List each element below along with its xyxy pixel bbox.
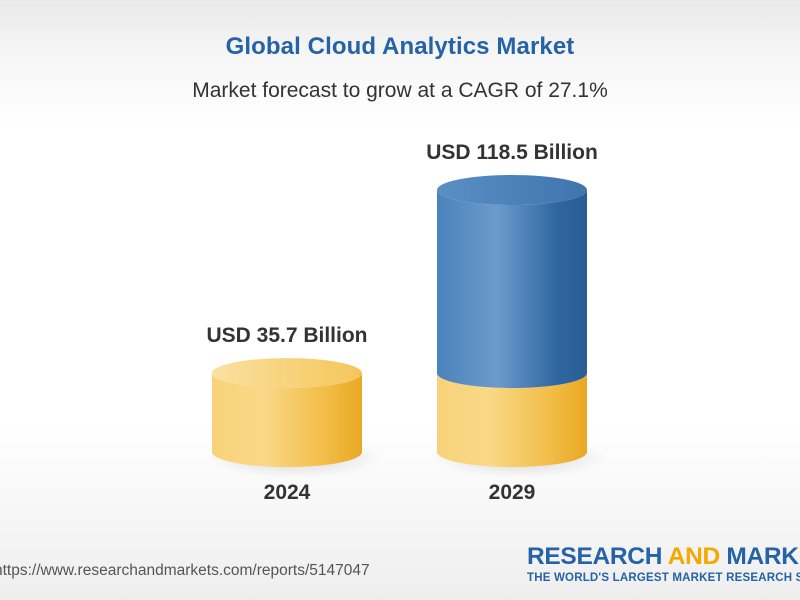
bar-body-2024 xyxy=(212,373,362,467)
logo-word-research: RESEARCH xyxy=(527,543,663,570)
data-label-2024: USD 35.7 Billion xyxy=(206,324,367,347)
chart-title: Global Cloud Analytics Market xyxy=(225,33,575,60)
logo-word-and: AND xyxy=(667,543,720,570)
bar-growth-segment-2029 xyxy=(437,190,587,389)
research-and-markets-logo: RESEARCH AND MARKETS THE WORLD'S LARGEST… xyxy=(527,543,800,593)
bar-base-segment-2029 xyxy=(437,373,587,467)
source-url: https://www.researchandmarkets.com/repor… xyxy=(0,562,370,579)
data-label-2029: USD 118.5 Billion xyxy=(426,141,598,164)
bar-top-2024 xyxy=(212,358,362,389)
labels-layer: USD 35.7 Billion 2024 USD 118.5 Billion 202… xyxy=(206,141,597,504)
category-label-2024: 2024 xyxy=(264,481,311,504)
logo-tagline: THE WORLD'S LARGEST MARKET RESEARCH STOR… xyxy=(527,572,800,584)
bars-layer xyxy=(206,175,609,478)
logo-wordmark: RESEARCH AND MARKETS xyxy=(527,543,800,571)
category-label-2029: 2029 xyxy=(489,481,536,504)
bar-top-2029 xyxy=(437,175,587,205)
chart-subtitle: Market forecast to grow at a CAGR of 27.… xyxy=(192,79,608,102)
logo-word-markets: MARKETS xyxy=(726,543,800,570)
